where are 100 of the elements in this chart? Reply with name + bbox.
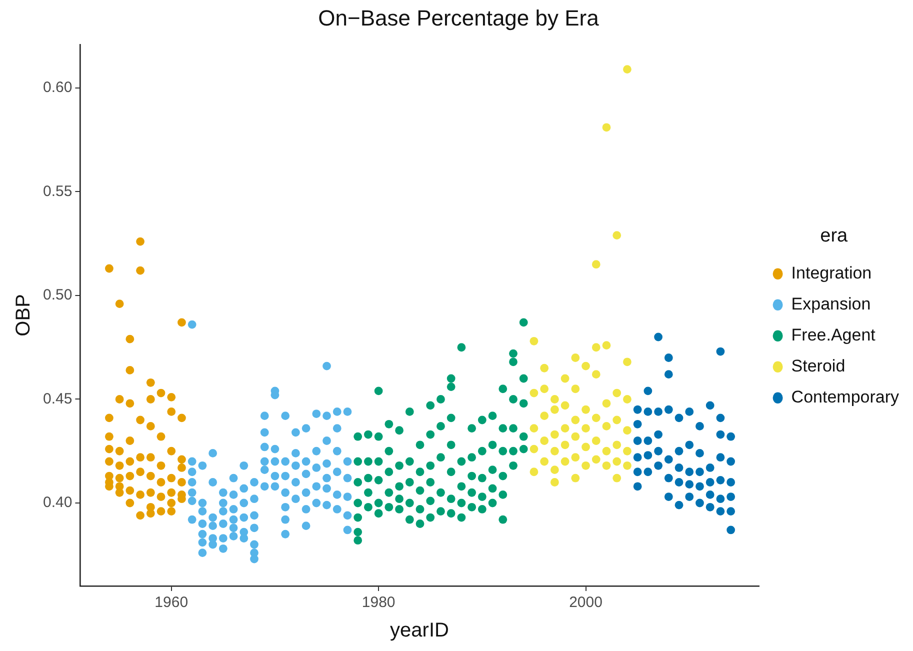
legend-label: Free.Agent bbox=[791, 326, 876, 345]
point bbox=[530, 444, 538, 454]
point bbox=[602, 399, 611, 408]
point bbox=[178, 414, 186, 422]
point bbox=[726, 507, 736, 516]
y-tick-label: 0.50 bbox=[42, 286, 72, 304]
point bbox=[664, 474, 673, 482]
point bbox=[696, 422, 704, 430]
point bbox=[592, 370, 600, 379]
point bbox=[602, 446, 611, 456]
point bbox=[612, 388, 622, 398]
point bbox=[654, 332, 662, 342]
point bbox=[136, 511, 144, 520]
point bbox=[674, 414, 684, 422]
point bbox=[674, 500, 684, 510]
point bbox=[633, 482, 642, 491]
point bbox=[685, 440, 694, 450]
point bbox=[644, 451, 652, 460]
point bbox=[612, 440, 622, 450]
point bbox=[592, 260, 600, 269]
point bbox=[178, 464, 186, 472]
point bbox=[560, 440, 570, 450]
point bbox=[105, 457, 114, 466]
point bbox=[560, 457, 570, 466]
point bbox=[167, 488, 176, 497]
point bbox=[126, 366, 134, 374]
point bbox=[136, 490, 144, 499]
point bbox=[685, 492, 694, 501]
point bbox=[706, 490, 714, 499]
point bbox=[146, 472, 155, 480]
legend-label: Contemporary bbox=[791, 388, 900, 407]
x-tick-label: 2000 bbox=[569, 594, 602, 612]
point bbox=[126, 399, 134, 408]
point bbox=[530, 388, 538, 398]
point bbox=[582, 424, 590, 432]
point bbox=[105, 264, 114, 273]
point bbox=[105, 444, 114, 454]
point bbox=[167, 392, 176, 402]
point bbox=[664, 354, 673, 362]
point bbox=[716, 414, 725, 422]
point bbox=[540, 436, 549, 445]
point bbox=[550, 466, 559, 474]
y-tick-label: 0.45 bbox=[42, 390, 72, 408]
point bbox=[726, 457, 736, 466]
point bbox=[146, 378, 155, 387]
point bbox=[530, 468, 538, 476]
point bbox=[156, 478, 166, 486]
point bbox=[167, 498, 176, 508]
point bbox=[685, 407, 694, 416]
point bbox=[126, 472, 134, 480]
point bbox=[550, 430, 559, 439]
point bbox=[623, 461, 632, 470]
point bbox=[602, 461, 611, 470]
point bbox=[592, 414, 600, 422]
point bbox=[146, 509, 155, 518]
point bbox=[612, 416, 622, 424]
point bbox=[146, 453, 155, 462]
point bbox=[571, 474, 580, 482]
point bbox=[716, 476, 725, 484]
point bbox=[136, 468, 144, 476]
point bbox=[136, 237, 144, 246]
point bbox=[644, 386, 652, 396]
point bbox=[178, 318, 186, 327]
point bbox=[706, 502, 714, 512]
point bbox=[592, 436, 600, 445]
point bbox=[582, 461, 590, 470]
point bbox=[136, 453, 144, 462]
point bbox=[156, 507, 166, 516]
point bbox=[178, 478, 186, 486]
point bbox=[146, 488, 155, 497]
point bbox=[623, 426, 632, 435]
point bbox=[633, 453, 642, 462]
legend-label: Expansion bbox=[791, 294, 871, 314]
point bbox=[612, 457, 622, 466]
point bbox=[115, 446, 124, 456]
y-tick-label: 0.55 bbox=[42, 182, 72, 200]
point bbox=[146, 395, 155, 404]
point bbox=[644, 436, 652, 445]
point bbox=[550, 478, 559, 486]
point bbox=[654, 430, 662, 439]
point bbox=[582, 405, 590, 414]
x-tick-label: 1960 bbox=[154, 594, 188, 612]
point bbox=[633, 468, 642, 476]
point bbox=[696, 498, 704, 508]
y-tick-label: 0.40 bbox=[42, 494, 72, 512]
point bbox=[126, 334, 134, 344]
point bbox=[623, 358, 632, 366]
point bbox=[602, 123, 611, 132]
point bbox=[540, 457, 549, 466]
point bbox=[706, 478, 714, 486]
point bbox=[633, 405, 642, 414]
point bbox=[664, 370, 673, 379]
point bbox=[706, 464, 714, 472]
point bbox=[726, 526, 736, 534]
point bbox=[530, 424, 538, 432]
point bbox=[540, 412, 549, 420]
point bbox=[560, 424, 570, 432]
point bbox=[674, 478, 684, 486]
y-axis-title: OBP bbox=[12, 294, 35, 336]
point bbox=[571, 354, 580, 362]
